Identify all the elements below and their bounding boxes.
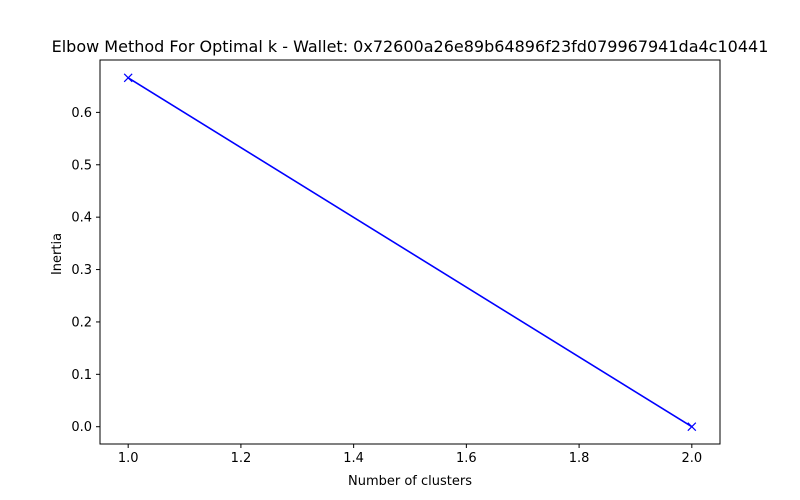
chart-title: Elbow Method For Optimal k - Wallet: 0x7… bbox=[52, 37, 769, 56]
y-tick-label: 0.3 bbox=[71, 263, 92, 278]
x-axis-ticks: 1.0 1.2 1.4 1.6 1.8 2.0 bbox=[118, 444, 702, 466]
y-tick-label: 0.2 bbox=[71, 315, 92, 330]
data-point-marker bbox=[687, 422, 697, 432]
y-tick-label: 0.6 bbox=[71, 106, 92, 121]
y-axis-label: Inertia bbox=[50, 233, 65, 275]
y-axis-ticks: 0.0 0.1 0.2 0.3 0.4 0.5 0.6 bbox=[71, 106, 100, 435]
x-tick-label: 1.8 bbox=[569, 451, 590, 466]
plot-frame bbox=[99, 59, 721, 445]
y-tick-label: 0.0 bbox=[71, 420, 92, 435]
x-tick-label: 1.2 bbox=[231, 451, 252, 466]
data-point-marker bbox=[123, 73, 133, 83]
x-tick-label: 1.0 bbox=[118, 451, 139, 466]
x-axis-label: Number of clusters bbox=[348, 474, 472, 489]
x-tick-label: 1.4 bbox=[343, 451, 364, 466]
y-tick-label: 0.1 bbox=[71, 368, 92, 383]
y-tick-label: 0.4 bbox=[71, 211, 92, 226]
series-line bbox=[127, 77, 693, 428]
x-tick-label: 1.6 bbox=[456, 451, 477, 466]
y-tick-label: 0.5 bbox=[71, 158, 92, 173]
series-layer bbox=[123, 73, 697, 432]
x-tick-label: 2.0 bbox=[681, 451, 702, 466]
